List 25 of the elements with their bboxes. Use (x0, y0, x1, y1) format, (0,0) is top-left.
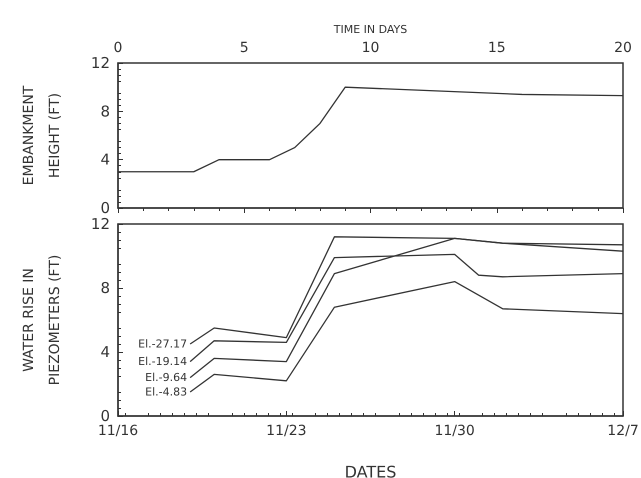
y-tick-label: 8 (100, 279, 110, 297)
y-tick-label: 0 (100, 199, 110, 217)
x-tick-label: 5 (240, 40, 249, 56)
x-tick-label: 20 (614, 40, 632, 56)
y-tick-label: 8 (100, 102, 110, 120)
x-tick-label: 11/30 (434, 423, 475, 439)
x-tick-label: 11/23 (266, 423, 307, 439)
x-axis-title: DATES (344, 462, 396, 478)
y-axis-title: WATER RISE IN PIEZOMETERS (FT) (21, 254, 63, 386)
x-tick-label: 10 (362, 40, 380, 56)
x-tick-label: 11/16 (98, 423, 138, 439)
y-tick-label: 4 (100, 343, 110, 361)
x-tick-label: 15 (488, 40, 506, 56)
series-label: El.-27.17 (138, 338, 188, 350)
y-tick-label: 12 (90, 215, 110, 233)
x-tick-label: 0 (114, 40, 122, 56)
x-axis-title: TIME IN DAYS (332, 23, 408, 36)
series-label: El.-9.64 (145, 371, 188, 384)
y-axis-title: EMBANKMENT HEIGHT (FT) (21, 85, 63, 186)
y-tick-label: 0 (100, 407, 110, 425)
series-label: El.-19.14 (138, 355, 188, 368)
y-tick-label: 12 (90, 54, 110, 72)
x-tick-label: 12/7 (607, 423, 639, 439)
y-tick-label: 4 (100, 150, 110, 169)
series-label: El.-4.83 (145, 386, 188, 398)
